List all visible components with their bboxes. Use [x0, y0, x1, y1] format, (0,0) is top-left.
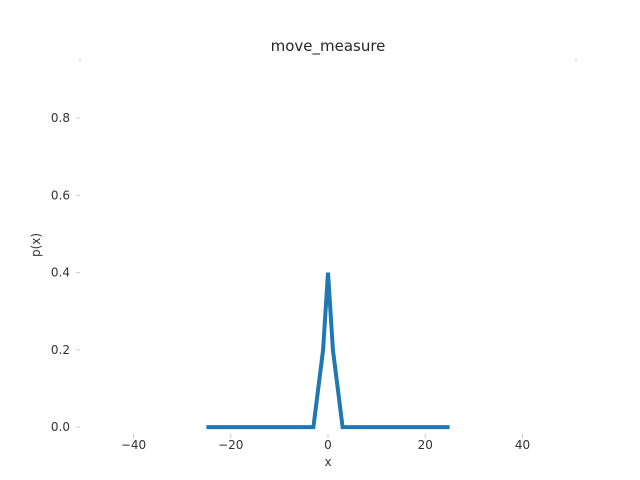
y-tick-label: 0.4	[51, 266, 70, 280]
axes-frame	[79, 58, 577, 62]
y-tick-label: 0.6	[51, 188, 70, 202]
x-tick-label: −40	[121, 438, 146, 452]
y-tick-label: 0.2	[51, 343, 70, 357]
chart-title: move_measure	[271, 37, 386, 56]
x-axis: −40 −20 0 20 40	[121, 434, 530, 452]
x-tick-label: −20	[218, 438, 243, 452]
y-axis-label: p(x)	[29, 233, 43, 257]
series-group	[206, 272, 450, 430]
y-axis: 0.0 0.2 0.4 0.6 0.8	[51, 111, 80, 434]
x-tick-label: 0	[324, 438, 332, 452]
x-tick-label: 20	[418, 438, 433, 452]
series-line	[206, 272, 450, 430]
y-tick-label: 0.0	[51, 420, 70, 434]
y-tick-label: 0.8	[51, 111, 70, 125]
x-axis-label: x	[324, 455, 331, 469]
x-tick-label: 40	[515, 438, 530, 452]
